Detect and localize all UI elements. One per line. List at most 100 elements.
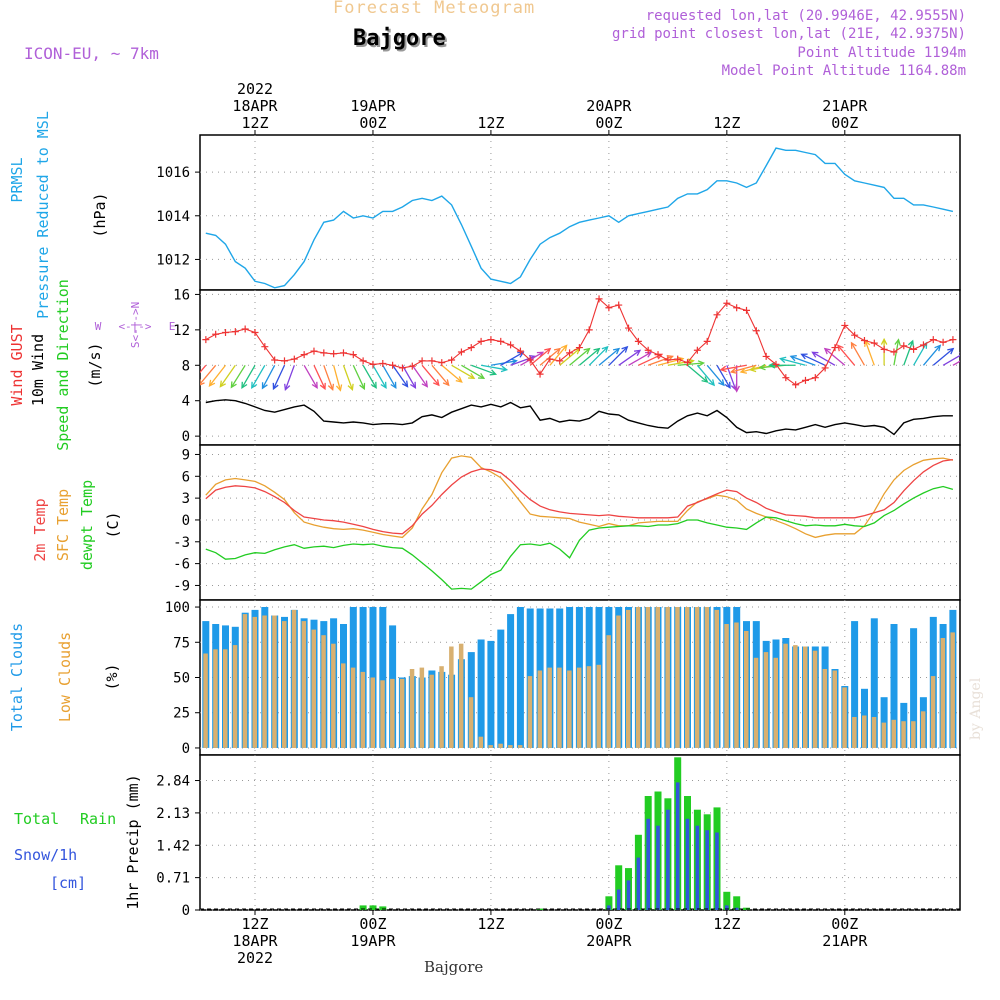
snow-bar — [685, 818, 690, 910]
total-clouds-bar — [369, 607, 377, 748]
wind-arrow-head — [468, 372, 476, 380]
wind-arrow-shaft — [219, 364, 236, 387]
precip-total-bar — [723, 891, 731, 910]
wind-arrow-shaft — [850, 342, 866, 366]
bottom-time-label: 18APR — [232, 932, 278, 950]
total-clouds-bar — [890, 624, 898, 748]
wind-arrow-shaft — [372, 364, 387, 389]
low-clouds-bar — [399, 678, 405, 748]
bottom-time-label: 00Z — [359, 915, 386, 933]
wind-arrow-shaft — [352, 365, 365, 390]
wind-arrow-shaft — [313, 365, 326, 390]
wind-arrow-head — [489, 369, 498, 376]
precip-total-bar — [359, 905, 367, 910]
wind-arrow — [520, 351, 545, 366]
low-clouds-bar — [449, 646, 454, 748]
wind-gust-marker — [693, 346, 701, 354]
wind-arrow-shaft — [480, 364, 507, 371]
wind-gust-marker — [379, 360, 387, 368]
wind-arrow-shaft — [667, 360, 694, 366]
wind-arrow — [230, 364, 246, 389]
wind-gust-marker — [507, 341, 515, 349]
location-title: Bajgore — [353, 26, 446, 51]
wind-gust-marker — [566, 349, 574, 357]
panel-1: 1012 1014 1016 — [156, 134, 961, 291]
wind-arrow — [451, 364, 476, 380]
wind-arrow-shaft — [392, 364, 409, 387]
wind-compass: W <-|-> E — [95, 320, 176, 333]
panel-frame — [199, 289, 961, 446]
y-tick-label: 75 — [173, 635, 190, 651]
wind-gust-marker — [546, 355, 554, 363]
wind-arrow-shaft — [529, 348, 551, 366]
wind-gust-marker — [664, 356, 672, 364]
wind-arrow-head — [510, 358, 518, 365]
wind-arrow-head — [208, 379, 216, 387]
total-clouds-bar — [379, 607, 387, 748]
wind-arrow-shaft — [598, 348, 620, 366]
precip-label-cm: [cm] — [50, 874, 86, 892]
y-tick-label: 1016 — [156, 165, 190, 181]
low-clouds-bar — [380, 680, 385, 748]
low-clouds-bar — [871, 717, 877, 748]
wind-arrow-head — [697, 360, 706, 367]
low-clouds-bar — [704, 607, 710, 748]
wind-gust-marker — [939, 338, 947, 346]
y-tick-label: 25 — [173, 706, 190, 722]
wind-gust-marker — [497, 337, 505, 345]
low-clouds-bar — [744, 631, 749, 748]
low-clouds-bar — [842, 687, 847, 748]
wind-gust-marker — [202, 336, 210, 344]
wind-gust-marker — [339, 349, 347, 357]
wind-arrow-shaft — [824, 348, 846, 366]
low-clouds-bar — [203, 653, 208, 748]
total-clouds-bar — [851, 621, 859, 748]
wind-gust-marker — [516, 347, 524, 355]
wind-arrow-head — [739, 367, 748, 374]
wind-arrow-head — [811, 351, 819, 358]
wind-arrow-shaft — [431, 364, 450, 386]
snow-bar — [636, 857, 641, 910]
wind-arrow-head — [442, 379, 450, 387]
wind-gust-marker — [526, 356, 534, 364]
wind-arrow-shaft — [421, 364, 440, 386]
low-clouds-bar — [606, 635, 611, 748]
wind-arrow — [480, 364, 509, 373]
wind-arrow-shaft — [903, 340, 914, 366]
wind-arrow-shaft — [303, 364, 318, 389]
wind-arrow — [608, 345, 629, 366]
panel-2: 0 4 8 12 16 — [173, 287, 961, 446]
wind-gust-marker — [487, 336, 495, 344]
wind-arrow-head — [230, 381, 237, 389]
clouds-unit: (%) — [103, 663, 121, 690]
low-clouds-bar — [685, 607, 690, 748]
wind-arrow-shaft — [618, 349, 641, 366]
wind-arrow-shaft — [687, 364, 708, 383]
precip-unit: 1hr Precip (mm) — [124, 774, 142, 909]
wind-gust-marker — [369, 360, 377, 368]
low-clouds-bar — [311, 629, 316, 748]
wind-arrow — [471, 364, 498, 376]
y-tick-label: 1012 — [156, 252, 190, 268]
snow-bar — [675, 782, 680, 910]
wind-arrow-shaft — [461, 364, 485, 379]
low-clouds-bar — [478, 736, 484, 748]
wind-arrow-head — [370, 381, 377, 390]
wind-arrow-head — [719, 365, 727, 373]
compass-w: W — [95, 320, 102, 333]
wind-gust-marker — [949, 336, 957, 344]
wind-arrow-head — [455, 376, 463, 383]
wind-arrow-head — [477, 372, 486, 380]
t2m-line — [205, 458, 953, 535]
wind-arrow — [779, 356, 806, 366]
low-clouds-bar — [488, 745, 493, 748]
top-time-label: 2022 — [237, 80, 273, 98]
low-clouds-bar — [734, 622, 739, 748]
wind-arrow — [272, 365, 286, 391]
wind-arrow-shaft — [451, 364, 475, 379]
low-clouds-bar — [596, 664, 601, 748]
y-tick-label: 8 — [182, 358, 190, 374]
low-clouds-bar — [458, 643, 464, 748]
wind-arrow — [362, 364, 377, 390]
wind-arrow-head — [645, 351, 653, 358]
